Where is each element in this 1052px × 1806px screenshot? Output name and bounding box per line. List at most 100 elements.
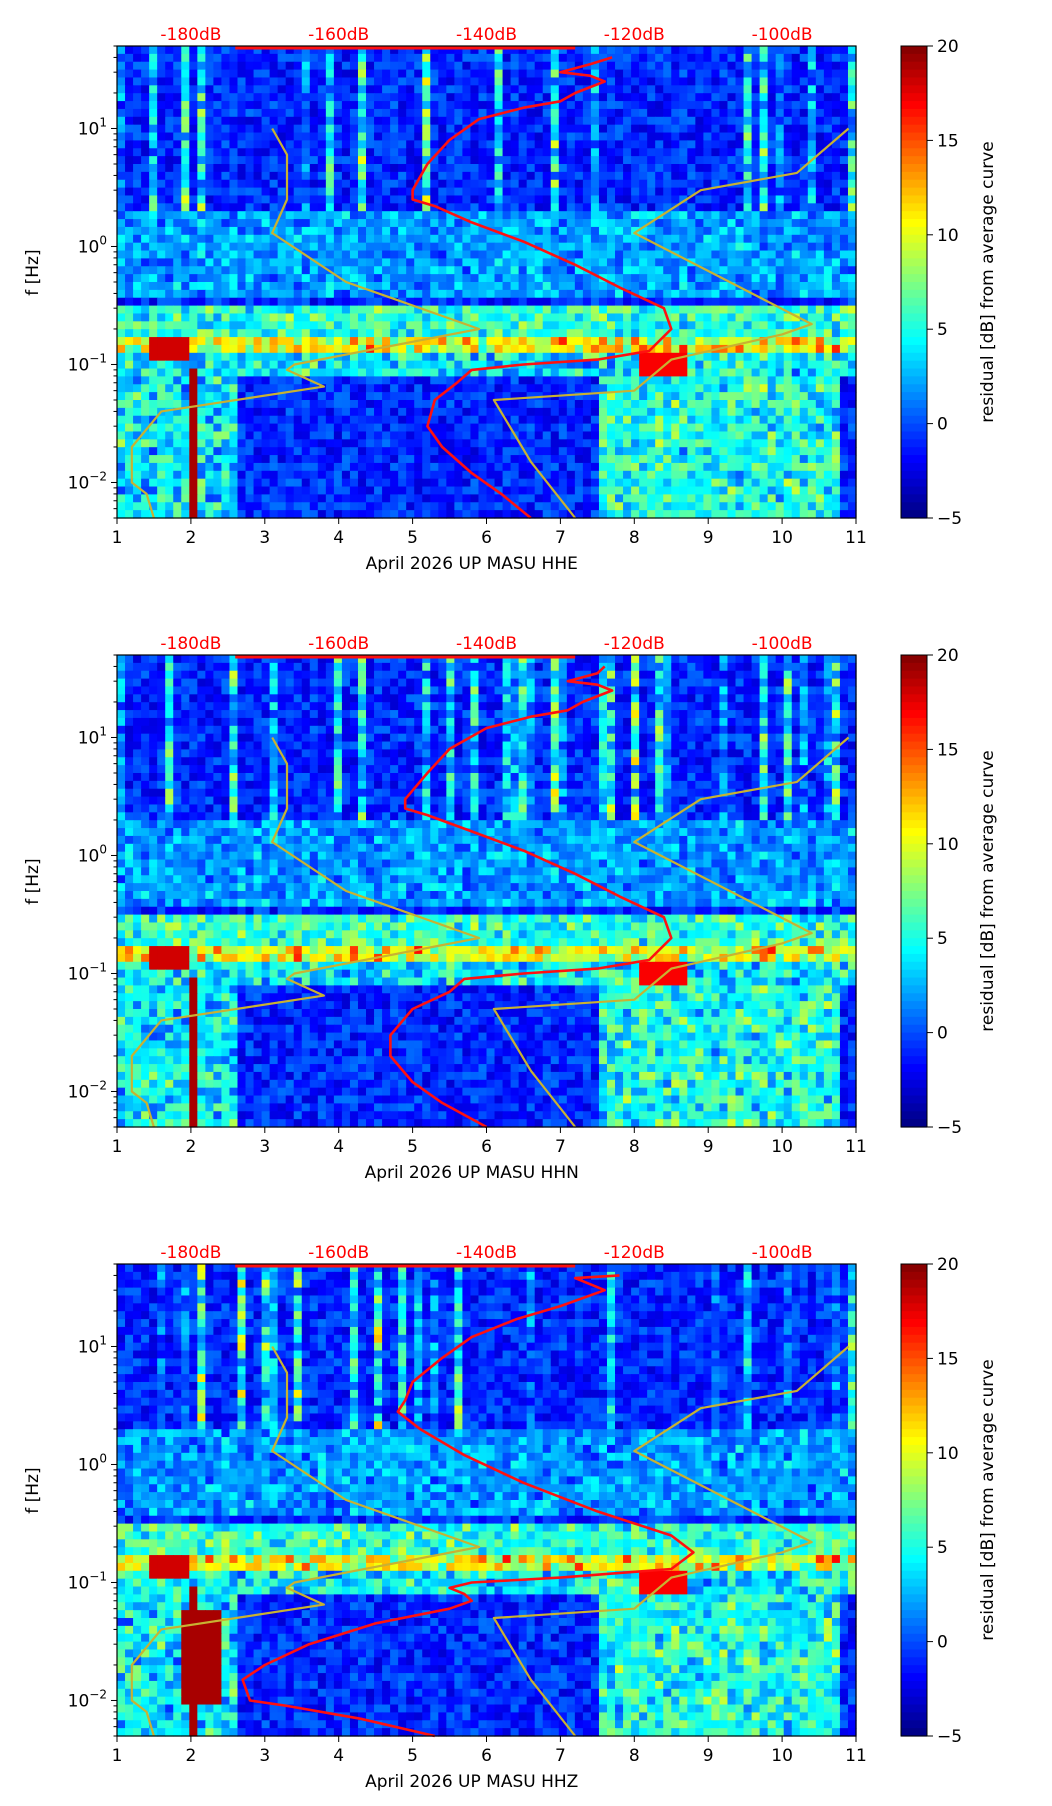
series-median-curve [389, 665, 673, 1129]
x-tick-label: 5 [407, 528, 418, 548]
heatmap [117, 655, 857, 1128]
colorbar-label: residual [dB] from average curve [978, 1359, 998, 1640]
colorbar: 20 15 10 5 0 −5 residual [dB] from average cur… [900, 37, 998, 529]
x-tick-label: 8 [629, 528, 640, 548]
y-tick-label: 101 [78, 115, 107, 139]
top-db-label: -120dB [604, 1243, 665, 1263]
x-tick-label: 7 [555, 1137, 566, 1157]
x-tick-label: 4 [333, 1137, 344, 1157]
x-tick-label: 4 [333, 1746, 344, 1766]
colorbar-label: residual [dB] from average curve [978, 141, 998, 422]
top-db-label: -160dB [308, 25, 369, 45]
colorbar-tick-label: −5 [937, 1118, 962, 1138]
panel-3: 1 2 3 4 5 6 7 8 9 10 11 -180dB -160dB -140dB -120dB -10… [23, 1243, 998, 1792]
colorbar-tick-label: −5 [937, 509, 962, 529]
colorbar-tick-label: 0 [937, 415, 948, 435]
x-tick-label: 1 [112, 1137, 123, 1157]
colorbar-tick-label: 5 [937, 1538, 948, 1558]
top-db-label: -160dB [308, 1243, 369, 1263]
colorbar-tick-label: 15 [937, 1349, 959, 1369]
top-db-label: -140dB [456, 1243, 517, 1263]
series-median-curve [241, 1274, 695, 1738]
top-db-label: -180dB [160, 25, 221, 45]
y-tick-label: 10−2 [68, 1078, 107, 1102]
x-tick-label: 11 [845, 528, 867, 548]
x-tick-label: 10 [771, 1746, 793, 1766]
colorbar-tick-label: 0 [937, 1633, 948, 1653]
colorbar-tick-label: 15 [937, 131, 959, 151]
y-tick-label: 10−1 [68, 1569, 107, 1593]
heatmap [117, 46, 857, 519]
colorbar-frame [900, 654, 928, 1128]
top-db-label: -100dB [752, 634, 813, 654]
x-tick-label: 2 [185, 1137, 196, 1157]
y-tick-label: 100 [78, 842, 107, 866]
x-tick-label: 5 [407, 1746, 418, 1766]
y-axis-label: f [Hz] [23, 1467, 43, 1513]
top-db-label: -160dB [308, 634, 369, 654]
series-median-curve [411, 56, 673, 520]
colorbar-tick-label: 20 [937, 646, 959, 666]
x-tick-label: 1 [112, 1746, 123, 1766]
x-tick-label: 9 [703, 1746, 714, 1766]
y-tick-label: 10−2 [68, 469, 107, 493]
series-noise-model-1 [492, 1345, 850, 1737]
x-tick-label: 5 [407, 1137, 418, 1157]
x-tick-label: 1 [112, 528, 123, 548]
colorbar-tick-label: 5 [937, 929, 948, 949]
top-db-label: -140dB [456, 25, 517, 45]
y-tick-label: 101 [78, 724, 107, 748]
colorbar-tick-label: 0 [937, 1024, 948, 1044]
colorbar-tick-label: 10 [937, 226, 959, 246]
x-tick-label: 6 [481, 528, 492, 548]
colorbar-tick-label: −5 [937, 1727, 962, 1747]
y-axis-label: f [Hz] [23, 249, 43, 295]
colorbar-label: residual [dB] from average curve [978, 750, 998, 1031]
y-tick-label: 101 [78, 1333, 107, 1357]
x-tick-label: 11 [845, 1137, 867, 1157]
series-noise-model-0 [130, 1345, 481, 1737]
y-tick-label: 100 [78, 1451, 107, 1475]
x-tick-label: 3 [259, 1137, 270, 1157]
colorbar-tick-label: 20 [937, 37, 959, 57]
heatmap [117, 1264, 857, 1737]
top-db-label: -120dB [604, 634, 665, 654]
colorbar: 20 15 10 5 0 −5 residual [dB] from average cur… [900, 1255, 998, 1747]
series-noise-model-0 [130, 127, 481, 519]
colorbar-tick-label: 10 [937, 1444, 959, 1464]
top-db-label: -180dB [160, 634, 221, 654]
x-axis-label: April 2026 UP MASU HHE [366, 554, 578, 574]
x-tick-label: 10 [771, 1137, 793, 1157]
x-axis-label: April 2026 UP MASU HHN [365, 1163, 579, 1183]
series-noise-model-1 [492, 127, 850, 519]
panel-1: 1 2 3 4 5 6 7 8 9 10 11 -180dB -160dB -140dB -120dB -10… [23, 25, 998, 574]
top-db-label: -180dB [160, 1243, 221, 1263]
x-tick-label: 3 [259, 528, 270, 548]
y-tick-label: 100 [78, 233, 107, 257]
colorbar-tick-label: 10 [937, 835, 959, 855]
x-tick-label: 9 [703, 1137, 714, 1157]
y-tick-label: 10−1 [68, 960, 107, 984]
colorbar: 20 15 10 5 0 −5 residual [dB] from average cur… [900, 646, 998, 1138]
x-tick-label: 11 [845, 1746, 867, 1766]
x-tick-label: 4 [333, 528, 344, 548]
series-noise-model-0 [130, 736, 481, 1128]
x-tick-label: 7 [555, 528, 566, 548]
panel-2: 1 2 3 4 5 6 7 8 9 10 11 -180dB -160dB -140dB -120dB -10… [23, 634, 998, 1183]
x-tick-label: 6 [481, 1746, 492, 1766]
colorbar-tick-label: 15 [937, 740, 959, 760]
y-axis-label: f [Hz] [23, 858, 43, 904]
y-tick-label: 10−1 [68, 351, 107, 375]
top-db-label: -140dB [456, 634, 517, 654]
colorbar-tick-label: 20 [937, 1255, 959, 1275]
colorbar-frame [900, 1263, 928, 1737]
x-tick-label: 2 [185, 1746, 196, 1766]
x-tick-label: 7 [555, 1746, 566, 1766]
x-tick-label: 9 [703, 528, 714, 548]
top-db-label: -100dB [752, 1243, 813, 1263]
series-noise-model-1 [492, 736, 850, 1128]
y-tick-label: 10−2 [68, 1687, 107, 1711]
colorbar-tick-label: 5 [937, 320, 948, 340]
